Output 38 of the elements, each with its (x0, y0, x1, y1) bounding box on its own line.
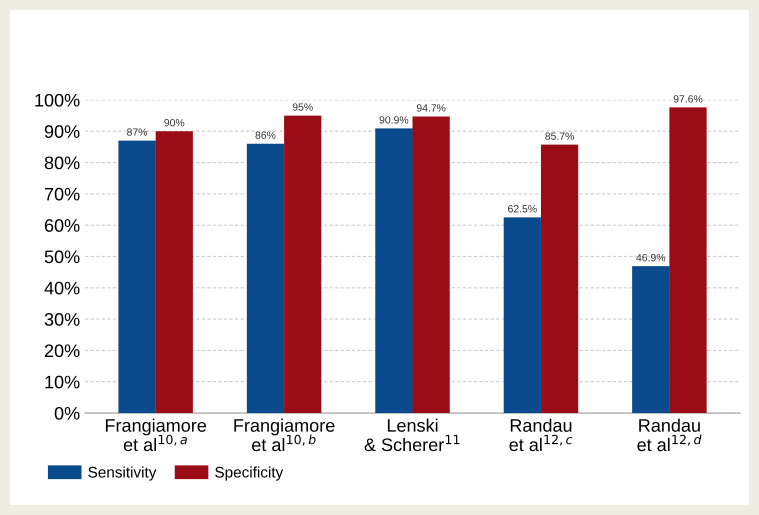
bar (669, 107, 707, 414)
y-tick-label: 30% (44, 313, 80, 326)
data-label: 97.6% (674, 95, 702, 103)
y-tick-label: 50% (44, 250, 80, 264)
bar (504, 217, 541, 414)
x-tick-label: Randau et al$^{12,d}$ (637, 418, 702, 452)
bar (284, 116, 322, 414)
data-label: 62.5% (508, 205, 537, 212)
data-label: 94.7% (416, 104, 446, 112)
y-tick-label: 60% (44, 219, 80, 232)
x-tick-label: Frangiamore et al$^{10,a}$ (106, 418, 206, 452)
y-tick-label: 80% (44, 156, 80, 170)
bar (540, 144, 578, 414)
data-label: 95% (292, 103, 313, 111)
bar (118, 140, 156, 414)
y-tick-label: 90% (44, 125, 80, 138)
data-label: 85.7% (545, 132, 574, 140)
y-tick-label: 10% (45, 376, 80, 388)
bar (412, 116, 450, 414)
data-label: 90.9% (380, 116, 408, 124)
legend-label: Specificity (215, 466, 284, 481)
data-label: 86% (255, 132, 276, 139)
y-tick-label: 0% (54, 406, 80, 420)
bar (375, 128, 413, 414)
bar (632, 266, 670, 414)
x-tick-label: Randau et al$^{12,c}$ (509, 418, 572, 452)
y-tick-label: 20% (44, 344, 80, 358)
bar (156, 131, 193, 414)
y-tick-label: 70% (44, 188, 80, 201)
y-tick-label: 40% (44, 282, 80, 294)
legend-label: Sensitivity (88, 466, 156, 481)
x-tick-label: Lenski & Scherer$^{11}$ (364, 418, 460, 452)
x-tick-label: Frangiamore et al$^{10,b}$ (234, 418, 334, 452)
y-tick-label: 100% (35, 94, 80, 107)
data-label: 90% (164, 119, 184, 126)
data-label: 87% (127, 128, 148, 136)
bar (246, 144, 284, 414)
data-label: 46.9% (636, 254, 666, 262)
